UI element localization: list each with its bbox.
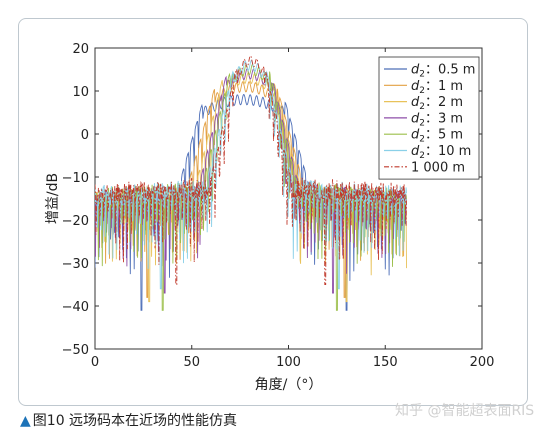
x-tick-label: 50 bbox=[183, 355, 200, 370]
y-tick-label: −30 bbox=[62, 257, 89, 272]
x-tick-label: 0 bbox=[91, 355, 99, 370]
series-line-7 bbox=[95, 55, 407, 285]
legend-entry-label: d2：1 m bbox=[411, 79, 463, 96]
caption-text: 图10 远场码本在近场的性能仿真 bbox=[32, 413, 238, 429]
x-axis-label: 角度/（°） bbox=[255, 377, 323, 393]
legend-entry-label: d2：3 m bbox=[411, 111, 463, 128]
legend-entry-label: d2：0.5 m bbox=[411, 63, 475, 80]
legend-entry-label: 1 000 m bbox=[411, 160, 465, 175]
gain-chart: 0 50 100 150 20020100−10−20−30−40−50角度/（°）增益… bbox=[45, 42, 495, 393]
watermark: 知乎 @智能超表面RIS bbox=[395, 403, 535, 419]
y-tick-label: −20 bbox=[62, 214, 89, 229]
series-line-5 bbox=[95, 64, 407, 311]
figure-caption: ▲ 图10 远场码本在近场的性能仿真 bbox=[20, 410, 237, 430]
legend-entry-label: d2：5 m bbox=[411, 128, 463, 145]
x-tick-label: 100 bbox=[276, 355, 301, 370]
legend-entry-label: d2：10 m bbox=[411, 144, 471, 161]
y-tick-label: −10 bbox=[62, 171, 89, 186]
y-tick-label: 0 bbox=[81, 128, 89, 143]
y-tick-label: −50 bbox=[62, 343, 89, 358]
series-group bbox=[95, 55, 407, 311]
legend-box bbox=[378, 56, 480, 180]
caption-marker: ▲ bbox=[20, 413, 31, 429]
x-tick-label: 200 bbox=[470, 355, 495, 370]
figure-frame: 0 50 100 150 200 20 10 0 −10 −20 −30 −40 −50 角度/（°） 增益… bbox=[18, 18, 528, 406]
x-tick-label: 150 bbox=[373, 355, 398, 370]
y-tick-label: 20 bbox=[72, 42, 89, 57]
y-axis-label: 增益/dB bbox=[45, 173, 61, 224]
legend-entry-label: d2：2 m bbox=[411, 95, 463, 112]
y-tick-label: −40 bbox=[62, 300, 89, 315]
y-tick-label: 10 bbox=[72, 85, 89, 100]
